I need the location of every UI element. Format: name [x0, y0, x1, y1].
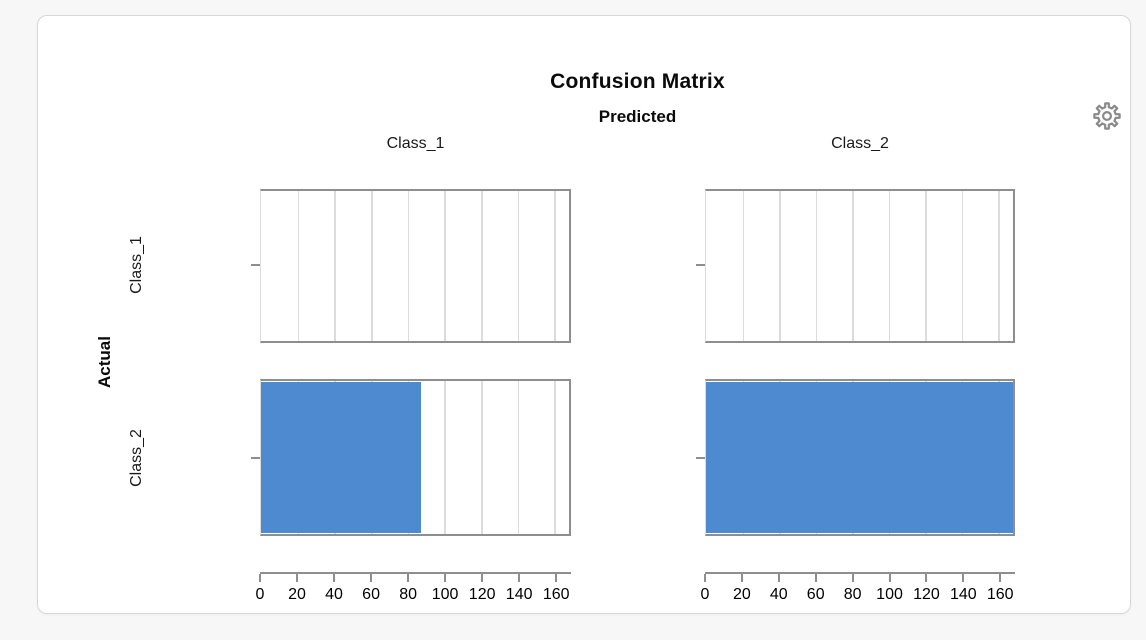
panel-gridline	[517, 381, 520, 534]
panel-gridline	[961, 191, 964, 341]
x-axis-right: 0 20 40 60 80 100 120 140 160	[701, 572, 1015, 608]
chart-title: Confusion Matrix	[550, 70, 725, 93]
x-axis-tick	[740, 574, 743, 582]
row-axis-title: Actual	[95, 336, 114, 388]
x-axis-tick	[962, 574, 965, 582]
x-axis-tick-label: 40	[325, 586, 343, 603]
x-axis-tick	[518, 574, 521, 582]
y-axis-tick	[251, 457, 260, 459]
x-axis-tick	[370, 574, 373, 582]
x-axis-tick	[777, 574, 780, 582]
panel-gridline	[334, 191, 336, 341]
x-axis-tick	[481, 574, 484, 582]
panel-actual-class1-predicted-class2	[705, 189, 1015, 343]
x-axis-tick	[407, 574, 410, 582]
column-strip-class1: Class_1	[386, 135, 445, 152]
x-axis-tick-label: 140	[505, 586, 533, 603]
panel-gridline	[481, 191, 483, 341]
panel-gridline	[554, 381, 556, 534]
panel-gridline	[925, 191, 927, 341]
x-axis-left: 0 20 40 60 80 100 120 140 160	[256, 572, 571, 608]
settings-gear-icon[interactable]	[1090, 99, 1124, 133]
y-axis-tick	[251, 264, 260, 266]
x-axis-tick	[444, 574, 447, 582]
x-axis-tick-label: 100	[876, 586, 903, 603]
panel-gridline	[742, 191, 745, 341]
panel-gridline	[297, 191, 300, 341]
x-axis-tick-label: 100	[431, 586, 459, 603]
panel-gridline	[852, 191, 854, 341]
x-axis-tick-label: 160	[542, 586, 570, 603]
x-axis-tick-label: 160	[986, 586, 1014, 603]
x-axis-tick-label: 60	[362, 586, 380, 603]
panel-actual-class1-predicted-class1	[260, 189, 571, 343]
x-axis-tick	[888, 574, 891, 582]
x-axis-tick-label: 0	[700, 586, 710, 603]
x-axis-tick-label: 80	[843, 586, 862, 603]
x-axis-tick	[925, 574, 928, 582]
x-axis-tick-label: 0	[255, 586, 265, 603]
x-axis-tick	[555, 574, 558, 582]
panel-gridline	[517, 191, 520, 341]
panel-actual-class2-predicted-class2	[705, 379, 1015, 536]
x-axis-tick	[814, 574, 817, 582]
panel-gridline	[998, 191, 1000, 341]
x-axis-tick	[851, 574, 854, 582]
x-axis-tick	[296, 574, 299, 582]
count-bar	[261, 382, 421, 533]
x-axis-tick	[259, 574, 261, 582]
panel-gridline	[481, 381, 483, 534]
x-axis-tick-label: 120	[468, 586, 496, 603]
x-axis-tick-label: 60	[806, 586, 825, 603]
count-bar	[706, 382, 1013, 533]
panel-gridline	[407, 191, 410, 341]
x-axis-tick	[999, 574, 1002, 582]
panel-actual-class2-predicted-class1	[260, 379, 571, 536]
x-axis-tick-label: 80	[399, 586, 417, 603]
x-axis-tick-label: 120	[913, 586, 940, 603]
y-axis-tick	[696, 264, 705, 266]
panel-gridline	[779, 191, 781, 341]
column-strip-class2: Class_2	[831, 135, 889, 152]
x-axis-tick	[333, 574, 336, 582]
x-axis-tick-label: 140	[949, 586, 977, 603]
y-axis-tick	[696, 457, 705, 459]
column-axis-title: Predicted	[598, 107, 677, 126]
x-axis-tick-label: 40	[769, 586, 788, 603]
panel-gridline	[444, 381, 446, 534]
plot-card: Confusion Matrix Predicted Class_1 Class…	[37, 15, 1131, 614]
x-axis-tick-label: 20	[288, 586, 306, 603]
x-axis-tick	[704, 574, 706, 582]
panel-gridline	[444, 191, 446, 341]
panel-gridline	[888, 191, 891, 341]
row-strip-class2: Class_2	[128, 429, 145, 487]
panel-gridline	[815, 191, 818, 341]
panel-gridline	[371, 191, 373, 341]
panel-gridline	[554, 191, 556, 341]
row-strip-class1: Class_1	[128, 236, 145, 294]
x-axis-tick-label: 20	[732, 586, 751, 603]
